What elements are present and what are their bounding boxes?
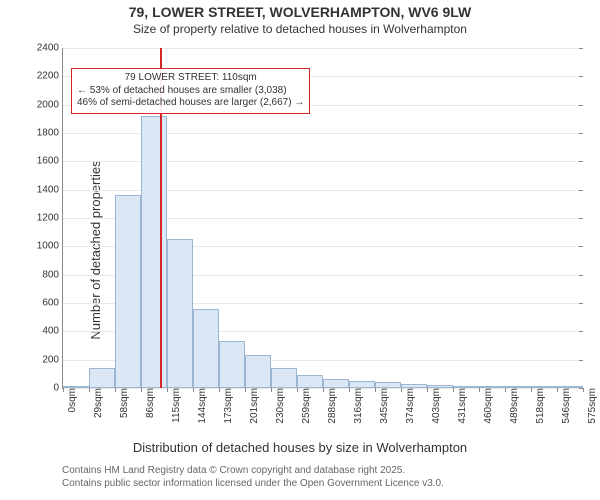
y-tick-mark	[579, 303, 583, 304]
x-tick-label: 86sqm	[139, 388, 156, 418]
chart-title: 79, LOWER STREET, WOLVERHAMPTON, WV6 9LW	[0, 4, 600, 20]
y-tick-mark	[579, 218, 583, 219]
x-tick-label: 173sqm	[217, 388, 234, 424]
y-tick-label: 2400	[37, 43, 63, 54]
x-tick-label: 575sqm	[581, 388, 598, 424]
chart-container: 79, LOWER STREET, WOLVERHAMPTON, WV6 9LW…	[0, 0, 600, 500]
y-tick-mark	[579, 133, 583, 134]
x-axis-label: Distribution of detached houses by size …	[0, 440, 600, 455]
x-tick-label: 58sqm	[113, 388, 130, 418]
x-tick-label: 403sqm	[425, 388, 442, 424]
y-tick-mark	[579, 275, 583, 276]
y-tick-mark	[579, 331, 583, 332]
histogram-bar	[193, 309, 219, 388]
histogram-bar	[89, 368, 115, 388]
callout-line-1: ← 53% of detached houses are smaller (3,…	[77, 85, 304, 98]
histogram-bar	[115, 195, 141, 388]
x-tick-label: 374sqm	[399, 388, 416, 424]
histogram-bar	[323, 379, 349, 388]
callout-line-2: 46% of semi-detached houses are larger (…	[77, 97, 304, 110]
y-tick-label: 1800	[37, 128, 63, 139]
histogram-bar	[349, 381, 375, 388]
x-tick-label: 489sqm	[503, 388, 520, 424]
y-tick-label: 2200	[37, 71, 63, 82]
y-tick-mark	[579, 76, 583, 77]
histogram-bar	[219, 341, 245, 388]
credit-line-2: Contains public sector information licen…	[62, 477, 444, 490]
y-tick-label: 200	[42, 354, 63, 365]
x-tick-label: 431sqm	[451, 388, 468, 424]
y-tick-mark	[579, 48, 583, 49]
y-tick-mark	[579, 360, 583, 361]
x-tick-label: 115sqm	[165, 388, 182, 423]
y-tick-label: 1000	[37, 241, 63, 252]
histogram-bar	[245, 355, 271, 388]
y-tick-label: 1600	[37, 156, 63, 167]
x-tick-label: 144sqm	[191, 388, 208, 424]
x-tick-label: 316sqm	[347, 388, 364, 424]
y-tick-mark	[579, 161, 583, 162]
y-tick-label: 400	[42, 326, 63, 337]
x-tick-label: 0sqm	[61, 388, 78, 412]
y-tick-mark	[579, 246, 583, 247]
x-tick-label: 546sqm	[555, 388, 572, 424]
x-tick-label: 460sqm	[477, 388, 494, 424]
y-tick-label: 1400	[37, 184, 63, 195]
y-tick-label: 800	[42, 269, 63, 280]
y-tick-label: 1200	[37, 213, 63, 224]
histogram-bar	[141, 116, 167, 388]
y-tick-mark	[579, 105, 583, 106]
credits: Contains HM Land Registry data © Crown c…	[62, 464, 444, 490]
y-tick-mark	[579, 190, 583, 191]
credit-line-1: Contains HM Land Registry data © Crown c…	[62, 464, 444, 477]
callout-box: 79 LOWER STREET: 110sqm← 53% of detached…	[71, 68, 310, 114]
x-tick-label: 259sqm	[295, 388, 312, 424]
histogram-bar	[167, 239, 193, 388]
plot-area: 0200400600800100012001400160018002000220…	[62, 48, 583, 389]
y-tick-label: 600	[42, 298, 63, 309]
x-tick-label: 201sqm	[243, 388, 260, 424]
x-tick-label: 288sqm	[321, 388, 338, 424]
x-tick-label: 345sqm	[373, 388, 390, 424]
callout-title: 79 LOWER STREET: 110sqm	[77, 72, 304, 85]
chart-subtitle: Size of property relative to detached ho…	[0, 22, 600, 36]
gridline	[63, 48, 583, 49]
y-tick-label: 2000	[37, 99, 63, 110]
histogram-bar	[297, 375, 323, 388]
histogram-bar	[271, 368, 297, 388]
x-tick-label: 230sqm	[269, 388, 286, 424]
x-tick-label: 518sqm	[529, 388, 546, 424]
x-tick-label: 29sqm	[87, 388, 104, 418]
